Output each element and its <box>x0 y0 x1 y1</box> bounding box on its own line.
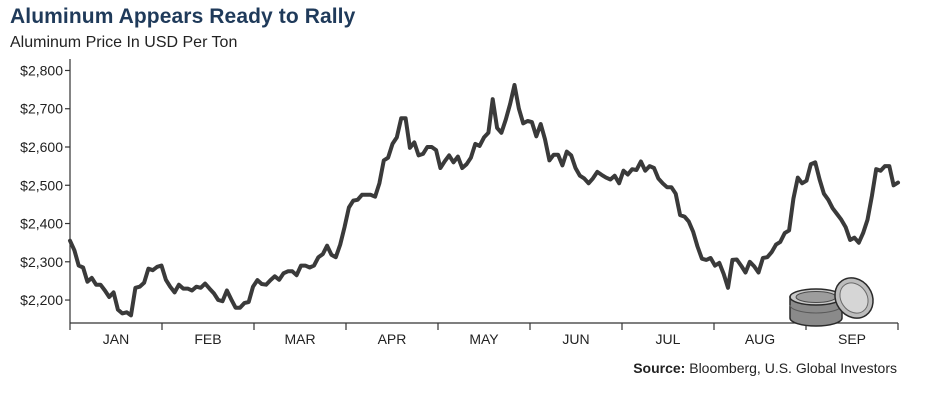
price-line <box>68 83 900 318</box>
x-tick-label: MAY <box>469 331 499 347</box>
source-note: Source: Bloomberg, U.S. Global Investors <box>633 360 897 376</box>
x-tick-label: APR <box>378 331 407 347</box>
x-tick-label: FEB <box>194 331 221 347</box>
x-axis: JAN FEB MAR APR MAY JUN JUL AUG SEP <box>69 322 899 347</box>
y-axis: $2,200 $2,300 $2,400 $2,500 $2,600 $2,700 $2,8… <box>20 59 71 323</box>
y-tick-label: $2,300 <box>20 254 63 270</box>
chart-subtitle: Aluminum Price In USD Per Ton <box>10 34 238 51</box>
y-tick-label: $2,600 <box>20 139 63 155</box>
series-group <box>68 83 900 318</box>
y-tick-label: $2,400 <box>20 216 63 232</box>
y-tick-label: $2,800 <box>20 62 63 78</box>
source-label: Source: <box>633 360 686 376</box>
chart-title: Aluminum Appears Ready to Rally <box>10 5 356 28</box>
x-tick-label: JUL <box>656 331 681 347</box>
y-tick-label: $2,700 <box>20 101 63 117</box>
aluminum-tin-icon <box>789 277 874 327</box>
y-tick-label: $2,200 <box>20 292 63 308</box>
x-tick-label: AUG <box>745 331 775 347</box>
x-tick-label: SEP <box>838 331 866 347</box>
y-tick-label: $2,500 <box>20 177 63 193</box>
source-text: Bloomberg, U.S. Global Investors <box>685 360 897 376</box>
x-tick-label: JAN <box>103 331 129 347</box>
x-tick-label: JUN <box>562 331 589 347</box>
x-tick-label: MAR <box>284 331 315 347</box>
